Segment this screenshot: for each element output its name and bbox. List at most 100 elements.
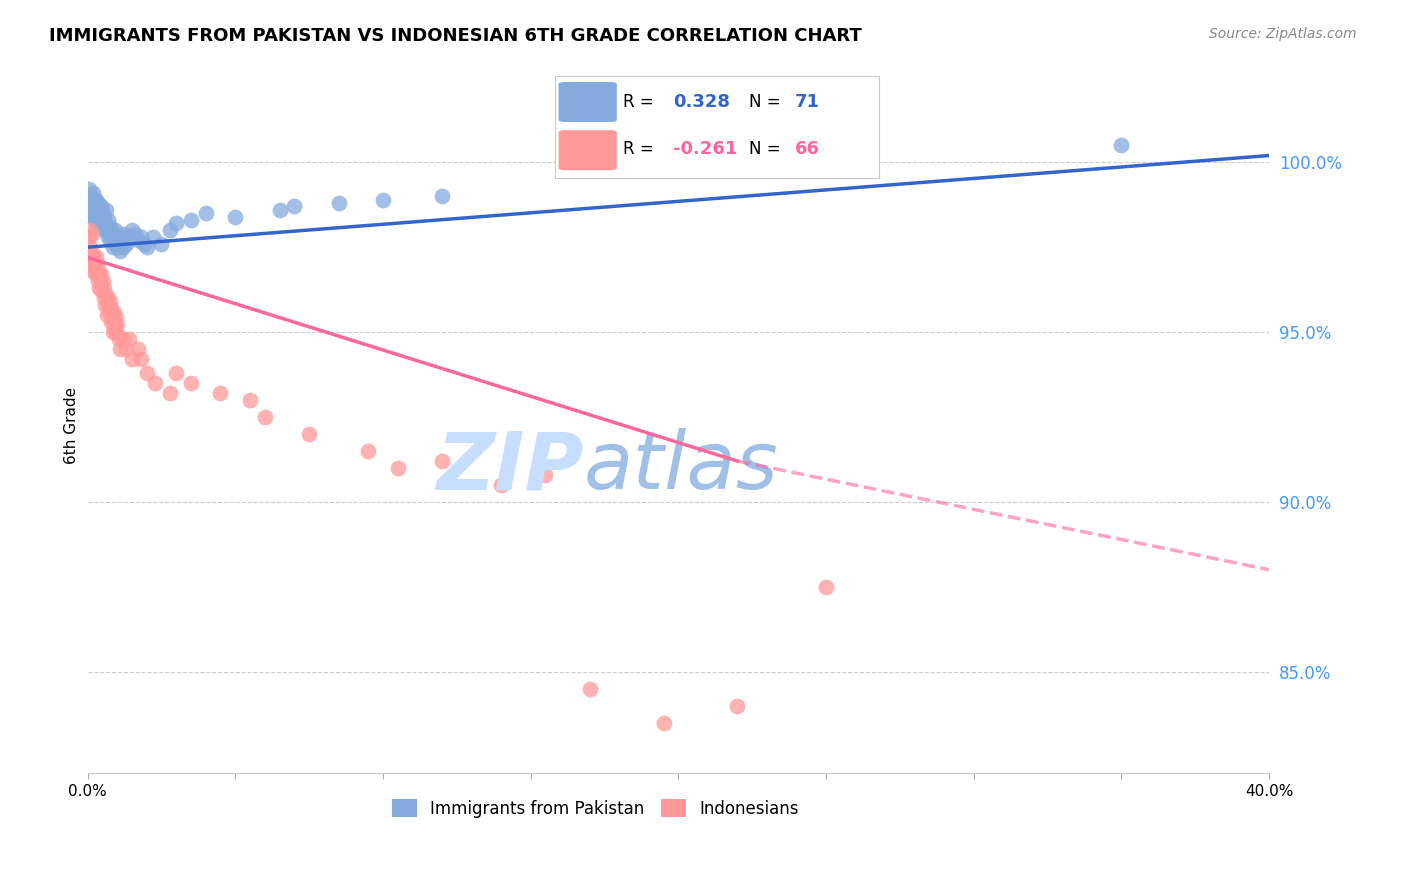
Point xyxy=(91,274,114,288)
Point xyxy=(86,216,108,230)
Point xyxy=(371,193,394,207)
Point xyxy=(105,318,128,333)
Point xyxy=(86,206,108,220)
Point xyxy=(104,311,127,326)
Point xyxy=(87,196,110,211)
Text: Source: ZipAtlas.com: Source: ZipAtlas.com xyxy=(1209,27,1357,41)
Point xyxy=(83,196,105,211)
Point xyxy=(107,234,129,248)
Point xyxy=(150,236,173,251)
Point xyxy=(97,227,120,241)
Point xyxy=(194,206,217,220)
Point xyxy=(82,210,104,224)
Point xyxy=(84,251,107,265)
Point xyxy=(94,298,117,312)
Point xyxy=(180,213,202,227)
Point xyxy=(108,342,131,356)
Point xyxy=(89,281,111,295)
Point xyxy=(141,230,163,244)
Point xyxy=(79,206,101,220)
Point xyxy=(328,196,350,211)
Point xyxy=(89,270,111,285)
Point xyxy=(91,216,114,230)
Point xyxy=(129,352,152,367)
Point xyxy=(105,325,128,339)
FancyBboxPatch shape xyxy=(558,82,617,122)
Point xyxy=(87,210,110,224)
Point xyxy=(253,409,276,424)
Point xyxy=(90,277,112,292)
Point xyxy=(84,260,107,275)
Point xyxy=(159,386,181,401)
Point xyxy=(98,304,121,318)
Point xyxy=(108,244,131,258)
Point xyxy=(124,227,146,241)
Text: ZIP: ZIP xyxy=(436,428,583,506)
Point xyxy=(93,210,115,224)
Point xyxy=(159,223,181,237)
Point xyxy=(97,291,120,305)
Point xyxy=(283,199,305,213)
Point xyxy=(89,219,111,234)
Point xyxy=(86,268,108,282)
Point xyxy=(357,443,380,458)
Point xyxy=(118,332,141,346)
Point xyxy=(430,189,453,203)
Point xyxy=(80,199,103,213)
Point xyxy=(145,376,167,390)
Point xyxy=(90,213,112,227)
Point xyxy=(87,274,110,288)
Point xyxy=(86,257,108,271)
Point xyxy=(91,206,114,220)
Text: 66: 66 xyxy=(794,140,820,158)
Point xyxy=(79,196,101,211)
Point xyxy=(84,193,107,207)
Point xyxy=(180,376,202,390)
Point xyxy=(80,227,103,241)
Point xyxy=(1111,138,1133,153)
Point xyxy=(132,236,155,251)
Point xyxy=(87,264,110,278)
Point xyxy=(83,253,105,268)
Point xyxy=(387,461,409,475)
Point xyxy=(77,230,100,244)
Point xyxy=(90,199,112,213)
Point xyxy=(224,210,246,224)
Point xyxy=(89,202,111,217)
Point xyxy=(100,311,122,326)
Point xyxy=(87,213,110,227)
Point xyxy=(84,213,107,227)
Point xyxy=(269,202,291,217)
Point xyxy=(82,186,104,200)
Point xyxy=(97,298,120,312)
Point xyxy=(105,240,128,254)
Point xyxy=(104,321,127,335)
Point xyxy=(79,223,101,237)
Point xyxy=(129,230,152,244)
Point xyxy=(100,315,122,329)
Text: R =: R = xyxy=(623,93,659,111)
Point xyxy=(101,240,124,254)
Point xyxy=(121,223,143,237)
Point xyxy=(98,294,121,309)
Point xyxy=(239,392,262,407)
Point xyxy=(82,264,104,278)
Point xyxy=(103,304,125,318)
Point xyxy=(534,467,557,482)
Point xyxy=(93,291,115,305)
Point xyxy=(101,325,124,339)
Point xyxy=(94,202,117,217)
Point xyxy=(578,681,600,696)
Point xyxy=(89,206,111,220)
Point xyxy=(100,223,122,237)
Point xyxy=(104,223,127,237)
Point xyxy=(86,199,108,213)
Text: N =: N = xyxy=(749,140,786,158)
Point xyxy=(82,257,104,271)
Point xyxy=(165,366,187,380)
Point xyxy=(111,332,134,346)
Text: R =: R = xyxy=(623,140,659,158)
Point xyxy=(103,227,125,241)
Point xyxy=(77,182,100,196)
Point xyxy=(814,580,837,594)
